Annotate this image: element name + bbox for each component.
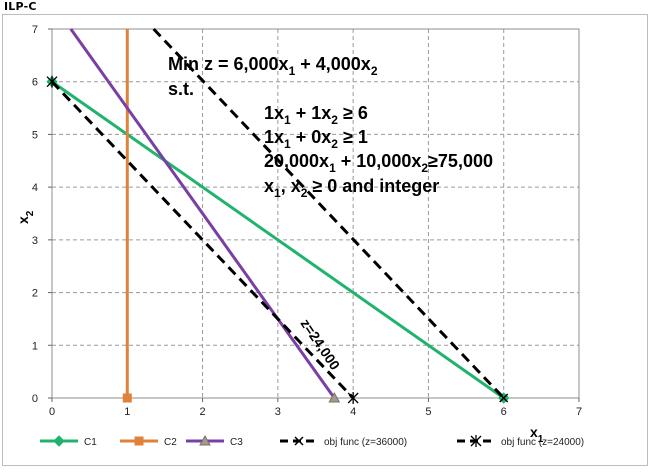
y-tick-label: 3 <box>32 235 38 247</box>
constraint-annotation-c4: x1, x2 ≥ 0 and integer <box>264 176 439 200</box>
legend-marker <box>294 436 304 446</box>
y-tick-label: 0 <box>32 393 38 405</box>
series-line-4 <box>152 27 505 400</box>
st-annotation: s.t. <box>168 79 194 99</box>
objective-annotation: Min z = 6,000x1 + 4,000x2 <box>168 54 378 78</box>
constraint-annotation-c3: 20,000x1 + 10,000x2≥75,000 <box>264 151 493 175</box>
series-marker-4 <box>499 393 509 403</box>
y-tick-label: 6 <box>32 77 38 89</box>
axes: 0 1 2 3 4 5 6 7 0 1 2 3 4 5 6 7 <box>32 24 582 418</box>
legend-item-3: C3 <box>186 434 243 448</box>
x-tick-label: 4 <box>350 406 356 418</box>
legend-item-5: obj func (z=24000) <box>457 435 584 448</box>
x-tick-label: 0 <box>49 406 55 418</box>
x-tick-label: 3 <box>275 406 281 418</box>
legend-label: obj func (z=24000) <box>501 437 584 448</box>
y-tick-label: 7 <box>32 24 38 36</box>
page-title: ILP-C <box>4 0 37 13</box>
x-tick-label: 7 <box>576 406 582 418</box>
series-marker-5 <box>46 75 58 88</box>
series-group <box>46 27 510 404</box>
legend-marker <box>53 435 65 447</box>
legend-marker <box>470 435 482 447</box>
legend-label: obj func (z=36000) <box>324 437 407 448</box>
series-marker-5 <box>347 392 359 404</box>
legend-item-4: obj func (z=36000) <box>280 436 407 448</box>
legend-marker <box>199 434 211 446</box>
plot-area <box>51 28 580 399</box>
x-tick-label: 5 <box>425 406 431 418</box>
x-tick-label: 2 <box>200 406 206 418</box>
legend: C1 C2 C3 obj func (z=36000) obj func (z=2400… <box>40 434 584 448</box>
constraint-annotation-c1: 1x1 + 1x2 ≥ 6 <box>264 103 368 127</box>
legend-label: C3 <box>230 437 243 448</box>
series-marker-3 <box>328 391 341 403</box>
legend-marker <box>134 436 144 446</box>
y-tick-label: 5 <box>32 129 38 141</box>
y-tick-label: 4 <box>32 182 38 194</box>
series-marker-2 <box>122 393 132 403</box>
legend-item-2: C2 <box>120 436 177 448</box>
legend-item-1: C1 <box>40 435 97 448</box>
x-tick-label: 6 <box>501 406 507 418</box>
constraint-annotation-c2: 1x1 + 0x2 ≥ 1 <box>264 127 368 151</box>
legend-label: C1 <box>84 437 97 448</box>
y-axis-label: x2 <box>15 210 36 224</box>
y-tick-label: 2 <box>32 288 38 300</box>
y-tick-label: 1 <box>32 340 38 352</box>
x-tick-label: 1 <box>124 406 130 418</box>
series-line-5 <box>50 80 355 400</box>
series-line-3 <box>69 28 336 399</box>
legend-label: C2 <box>164 437 177 448</box>
